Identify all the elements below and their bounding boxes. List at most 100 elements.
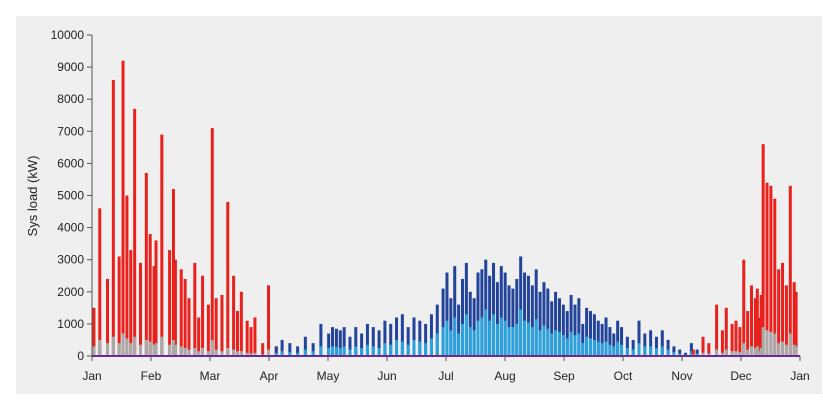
heating-bar: [144, 173, 148, 356]
y-tick-label: 2000: [57, 285, 84, 299]
x-tick-label: Sep: [553, 369, 575, 383]
y-tick-label: 1000: [57, 317, 84, 331]
cooling_aux-bar: [600, 343, 604, 356]
heating_aux-bar: [187, 349, 191, 356]
heating_aux-bar: [154, 343, 158, 356]
cooling-bar: [274, 346, 278, 356]
cooling_aux-bar: [449, 330, 453, 356]
heating_aux-bar: [794, 346, 798, 356]
cooling-bar: [612, 333, 616, 356]
heating-bar: [187, 298, 191, 356]
heating-bar: [730, 323, 734, 356]
heating-bar: [193, 262, 197, 356]
cooling-bar: [585, 307, 589, 356]
bar-series-group: [92, 60, 798, 357]
y-axis-title: Sys load (kW): [25, 156, 40, 237]
cooling-bar: [546, 288, 550, 356]
cooling_aux-bar: [472, 330, 476, 356]
cooling_aux-bar: [507, 327, 511, 356]
heating-bar: [160, 134, 164, 356]
cooling-bar: [288, 343, 292, 356]
heating-bar: [183, 278, 187, 356]
heating-bar: [121, 60, 125, 357]
heating-bar: [249, 327, 253, 356]
cooling_aux-bar: [338, 347, 342, 356]
cooling-bar: [412, 317, 416, 356]
cooling-bar: [604, 317, 608, 356]
cooling_aux-bar: [557, 331, 561, 356]
cooling_aux-bar: [460, 323, 464, 356]
cooling_aux-bar: [468, 327, 472, 356]
heating_aux-bar: [750, 346, 754, 356]
cooling_aux-bar: [604, 341, 608, 356]
cooling-bar: [600, 323, 604, 356]
heating_aux-bar: [701, 352, 705, 356]
cooling_aux-bar: [342, 346, 346, 356]
cooling_aux-bar: [311, 351, 315, 356]
cooling-bar: [684, 352, 688, 356]
cooling_aux-bar: [581, 343, 585, 356]
heating-bar: [792, 282, 796, 356]
cooling-bar: [488, 275, 492, 356]
cooling-bar: [695, 349, 699, 356]
cooling_aux-bar: [695, 353, 699, 356]
cooling-bar: [654, 336, 658, 356]
cooling-bar: [319, 323, 323, 356]
heating_aux-bar: [777, 343, 781, 356]
cooling_aux-bar: [406, 344, 410, 356]
heating_aux-bar: [226, 347, 230, 356]
cooling-bar: [371, 327, 375, 356]
x-tick-label: May: [317, 369, 340, 383]
cooling_aux-bar: [464, 314, 468, 356]
heating-bar: [235, 311, 239, 356]
cooling-bar: [577, 298, 581, 356]
cooling-bar: [592, 314, 596, 356]
cooling-bar: [377, 330, 381, 356]
heating_aux-bar: [235, 351, 239, 356]
cooling-bar: [331, 327, 335, 356]
cooling_aux-bar: [445, 320, 449, 356]
heating-bar: [253, 317, 257, 356]
cooling-bar: [495, 282, 499, 356]
heating-bar: [746, 311, 750, 356]
x-tick-label: Jan: [790, 369, 809, 383]
heating_aux-bar: [183, 347, 187, 356]
cooling_aux-bar: [616, 341, 620, 356]
cooling-bar: [338, 330, 342, 356]
cooling-bar: [672, 346, 676, 356]
cooling_aux-bar: [360, 347, 364, 356]
heating_aux-bar: [210, 339, 214, 356]
heating_aux-bar: [160, 336, 164, 356]
cooling-bar: [280, 339, 284, 356]
cooling-bar: [472, 298, 476, 356]
heating-bar: [154, 240, 158, 356]
cooling_aux-bar: [377, 347, 381, 356]
heating-bar: [148, 234, 152, 356]
cooling_aux-bar: [523, 320, 527, 356]
cooling-bar: [573, 304, 577, 356]
heating-bar: [788, 185, 792, 356]
cooling-bar: [445, 272, 449, 356]
heating_aux-bar: [168, 344, 172, 356]
cooling-bar: [660, 330, 664, 356]
heating-bar: [769, 185, 773, 356]
heating_aux-bar: [232, 349, 236, 356]
heating_aux-bar: [220, 351, 224, 356]
cooling-bar: [550, 301, 554, 356]
cooling-bar: [360, 333, 364, 356]
heating-bar: [106, 278, 110, 356]
cooling_aux-bar: [371, 346, 375, 356]
cooling_aux-bar: [274, 352, 278, 356]
y-tick-label: 9000: [57, 60, 84, 74]
y-tick-label: 5000: [57, 189, 84, 203]
cooling_aux-bar: [511, 327, 515, 356]
heating_aux-bar: [92, 346, 96, 356]
cooling_aux-bar: [620, 344, 624, 356]
x-tick-label: Jul: [438, 369, 453, 383]
cooling_aux-bar: [569, 331, 573, 356]
cooling-bar: [643, 333, 647, 356]
cooling_aux-bar: [530, 327, 534, 356]
heating-bar: [761, 144, 765, 356]
cooling_aux-bar: [499, 317, 503, 356]
